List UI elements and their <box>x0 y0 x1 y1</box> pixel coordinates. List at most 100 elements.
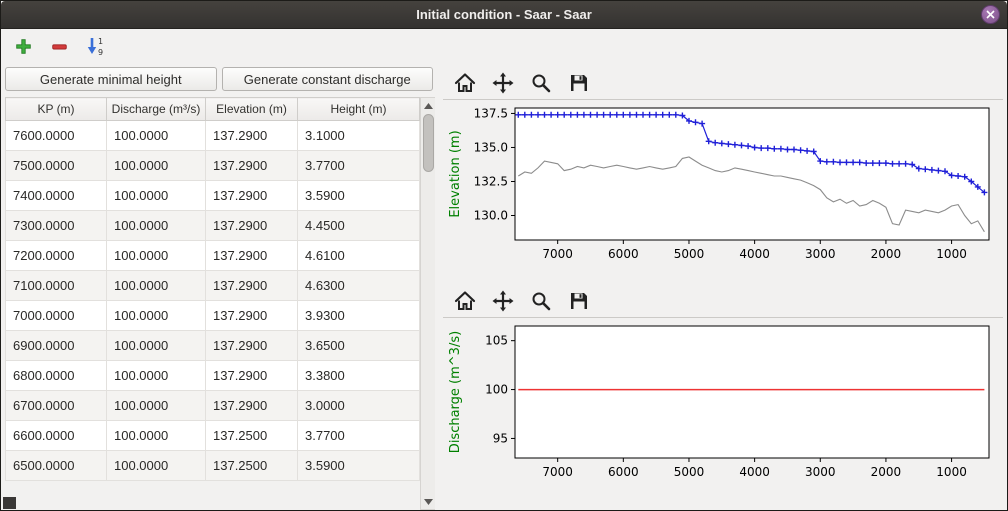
table-row[interactable]: 6900.0000100.0000137.29003.6500 <box>6 331 420 361</box>
save-icon[interactable] <box>567 71 591 95</box>
elevation-chart[interactable]: 7000600050004000300020001000130.0132.513… <box>443 102 1003 285</box>
column-header[interactable]: Height (m) <box>298 98 420 121</box>
table-cell[interactable]: 137.2900 <box>206 271 298 301</box>
table-cell[interactable]: 4.6300 <box>298 271 420 301</box>
table-row[interactable]: 6500.0000100.0000137.25003.5900 <box>6 451 420 481</box>
table-cell[interactable]: 137.2900 <box>206 211 298 241</box>
table-cell[interactable]: 3.9300 <box>298 301 420 331</box>
table-cell[interactable]: 100.0000 <box>107 451 206 481</box>
scroll-down-button[interactable] <box>421 494 435 509</box>
table-cell[interactable]: 137.2500 <box>206 451 298 481</box>
table-cell[interactable]: 100.0000 <box>107 421 206 451</box>
table-cell[interactable]: 7000.0000 <box>6 301 107 331</box>
svg-text:6000: 6000 <box>608 247 639 261</box>
discharge-chart[interactable]: 700060005000400030002000100095100105Disc… <box>443 320 1003 503</box>
remove-icon[interactable] <box>49 36 69 56</box>
table-cell[interactable]: 6500.0000 <box>6 451 107 481</box>
table-cell[interactable]: 3.6500 <box>298 331 420 361</box>
table-cell[interactable]: 137.2900 <box>206 121 298 151</box>
table-cell[interactable]: 3.5900 <box>298 451 420 481</box>
svg-text:4000: 4000 <box>739 465 770 479</box>
table-cell[interactable]: 100.0000 <box>107 181 206 211</box>
add-icon[interactable] <box>13 36 33 56</box>
table-cell[interactable]: 7200.0000 <box>6 241 107 271</box>
table-row[interactable]: 7500.0000100.0000137.29003.7700 <box>6 151 420 181</box>
generate-minimal-height-button[interactable]: Generate minimal height <box>5 67 217 91</box>
table-row[interactable]: 6800.0000100.0000137.29003.3800 <box>6 361 420 391</box>
table-cell[interactable]: 137.2900 <box>206 301 298 331</box>
table-cell[interactable]: 3.0000 <box>298 391 420 421</box>
table-cell[interactable]: 137.2900 <box>206 361 298 391</box>
table-row[interactable]: 6600.0000100.0000137.25003.7700 <box>6 421 420 451</box>
column-header[interactable]: KP (m) <box>6 98 107 121</box>
table-cell[interactable]: 100.0000 <box>107 361 206 391</box>
table-cell[interactable]: 3.1000 <box>298 121 420 151</box>
table-cell[interactable]: 100.0000 <box>107 151 206 181</box>
table-row[interactable]: 6700.0000100.0000137.29003.0000 <box>6 391 420 421</box>
table-cell[interactable]: 3.7700 <box>298 421 420 451</box>
svg-text:9: 9 <box>98 48 103 56</box>
column-header[interactable]: Discharge (m³/s) <box>107 98 206 121</box>
table-cell[interactable]: 6700.0000 <box>6 391 107 421</box>
resize-grip[interactable] <box>3 497 16 509</box>
table-cell[interactable]: 3.7700 <box>298 151 420 181</box>
table-cell[interactable]: 7300.0000 <box>6 211 107 241</box>
zoom-icon[interactable] <box>529 289 553 313</box>
close-button[interactable] <box>981 5 1000 24</box>
table-row[interactable]: 7100.0000100.0000137.29004.6300 <box>6 271 420 301</box>
table-cell[interactable]: 137.2900 <box>206 391 298 421</box>
table-row[interactable]: 7200.0000100.0000137.29004.6100 <box>6 241 420 271</box>
svg-text:5000: 5000 <box>674 465 705 479</box>
table-cell[interactable]: 137.2900 <box>206 151 298 181</box>
table-cell[interactable]: 137.2900 <box>206 331 298 361</box>
svg-text:Discharge (m^3/s): Discharge (m^3/s) <box>448 331 463 453</box>
table-cell[interactable]: 6800.0000 <box>6 361 107 391</box>
table-cell[interactable]: 7500.0000 <box>6 151 107 181</box>
zoom-icon[interactable] <box>529 71 553 95</box>
sort-ascending-icon[interactable]: 1 9 <box>85 36 105 56</box>
home-icon[interactable] <box>453 289 477 313</box>
table-cell[interactable]: 100.0000 <box>107 211 206 241</box>
table-row[interactable]: 7000.0000100.0000137.29003.9300 <box>6 301 420 331</box>
table-row[interactable]: 7400.0000100.0000137.29003.5900 <box>6 181 420 211</box>
table-cell[interactable]: 100.0000 <box>107 391 206 421</box>
pan-icon[interactable] <box>491 71 515 95</box>
window: Initial condition - Saar - Saar 1 9 <box>0 0 1008 511</box>
table-cell[interactable]: 6900.0000 <box>6 331 107 361</box>
pan-icon[interactable] <box>491 289 515 313</box>
generate-buttons-row: Generate minimal height Generate constan… <box>5 67 433 91</box>
column-header[interactable]: Elevation (m) <box>206 98 298 121</box>
vertical-scrollbar[interactable] <box>420 97 435 510</box>
table-cell[interactable]: 100.0000 <box>107 331 206 361</box>
right-panel: 7000600050004000300020001000130.0132.513… <box>437 63 1007 510</box>
scroll-up-button[interactable] <box>421 98 435 113</box>
table-cell[interactable]: 3.3800 <box>298 361 420 391</box>
svg-text:95: 95 <box>493 431 508 445</box>
svg-text:135.0: 135.0 <box>474 140 508 154</box>
table-cell[interactable]: 100.0000 <box>107 241 206 271</box>
table-cell[interactable]: 100.0000 <box>107 301 206 331</box>
table-cell[interactable]: 3.5900 <box>298 181 420 211</box>
table-cell[interactable]: 137.2500 <box>206 421 298 451</box>
generate-constant-discharge-button[interactable]: Generate constant discharge <box>222 67 434 91</box>
table-body: 7600.0000100.0000137.29003.10007500.0000… <box>6 121 420 481</box>
table-cell[interactable]: 100.0000 <box>107 121 206 151</box>
svg-text:Elevation (m): Elevation (m) <box>448 130 463 217</box>
table-cell[interactable]: 7100.0000 <box>6 271 107 301</box>
save-icon[interactable] <box>567 289 591 313</box>
table-cell[interactable]: 100.0000 <box>107 271 206 301</box>
table-row[interactable]: 7600.0000100.0000137.29003.1000 <box>6 121 420 151</box>
table-cell[interactable]: 7400.0000 <box>6 181 107 211</box>
table-cell[interactable]: 137.2900 <box>206 181 298 211</box>
table-cell[interactable]: 6600.0000 <box>6 421 107 451</box>
table-cell[interactable]: 4.4500 <box>298 211 420 241</box>
titlebar[interactable]: Initial condition - Saar - Saar <box>1 1 1007 29</box>
home-icon[interactable] <box>453 71 477 95</box>
table-cell[interactable]: 7600.0000 <box>6 121 107 151</box>
svg-text:1: 1 <box>98 37 103 46</box>
table-row[interactable]: 7300.0000100.0000137.29004.4500 <box>6 211 420 241</box>
svg-text:1000: 1000 <box>936 247 967 261</box>
table-cell[interactable]: 137.2900 <box>206 241 298 271</box>
scrollbar-thumb[interactable] <box>423 114 434 172</box>
table-cell[interactable]: 4.6100 <box>298 241 420 271</box>
